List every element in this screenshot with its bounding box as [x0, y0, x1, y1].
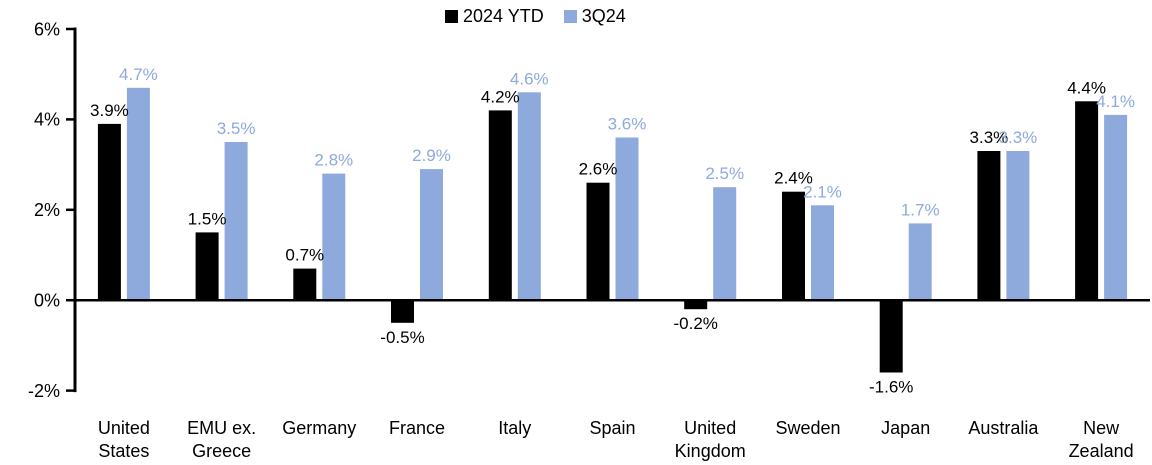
value-label-2024-ytd-germany: 0.7%: [285, 246, 324, 265]
bar-2024-ytd-emu-ex-greece: [195, 232, 219, 301]
bar-3q24-new-zealand: [1104, 114, 1128, 301]
value-label-3q24-emu-ex-greece: 3.5%: [217, 119, 256, 138]
value-label-2024-ytd-emu-ex-greece: 1.5%: [188, 209, 227, 228]
x-tick-label-emu-ex-greece-line1: EMU ex.: [187, 418, 256, 438]
bar-2024-ytd-japan: [879, 300, 903, 373]
bar-2024-ytd-france: [391, 300, 414, 323]
bar-2024-ytd-australia: [977, 151, 1001, 301]
value-label-3q24-france: 2.9%: [412, 146, 451, 165]
x-tick-label-spain: Spain: [589, 418, 635, 438]
bar-3q24-italy: [517, 92, 541, 301]
x-tick-label-italy: Italy: [498, 418, 531, 438]
value-label-3q24-united-states: 4.7%: [119, 65, 158, 84]
value-label-2024-ytd-united-states: 3.9%: [90, 101, 129, 120]
bar-2024-ytd-united-kingdom: [684, 300, 708, 310]
value-label-3q24-australia: 3.3%: [999, 128, 1038, 147]
y-tick-label-0: 0%: [34, 291, 60, 311]
x-tick-label-united-kingdom-line1: United: [684, 418, 736, 438]
bar-3q24-sweden: [811, 205, 834, 301]
bar-2024-ytd-new-zealand: [1075, 101, 1099, 301]
value-label-3q24-sweden: 2.1%: [803, 182, 842, 201]
value-label-3q24-spain: 3.6%: [608, 115, 647, 134]
bar-3q24-emu-ex-greece: [224, 142, 248, 301]
x-tick-label-united-kingdom-line2: Kingdom: [675, 441, 746, 461]
x-tick-label-australia: Australia: [968, 418, 1039, 438]
value-label-2024-ytd-spain: 2.6%: [579, 160, 618, 179]
legend-label-3q24: 3Q24: [581, 6, 626, 26]
value-label-3q24-united-kingdom: 2.5%: [705, 164, 744, 183]
bar-2024-ytd-sweden: [782, 191, 805, 301]
value-label-3q24-italy: 4.6%: [510, 69, 549, 88]
legend-swatch-2024-ytd-icon: [445, 10, 458, 23]
x-tick-label-new-zealand-line2: Zealand: [1069, 441, 1134, 461]
x-tick-label-emu-ex-greece-line2: Greece: [192, 441, 251, 461]
x-tick-label-germany: Germany: [282, 418, 356, 438]
value-label-2024-ytd-new-zealand: 4.4%: [1067, 78, 1106, 97]
y-tick-label-2: 2%: [34, 200, 60, 220]
bar-2024-ytd-italy: [488, 110, 512, 301]
bar-3q24-spain: [615, 137, 639, 301]
value-label-3q24-japan: 1.7%: [901, 200, 940, 219]
y-tick-label-4: 4%: [34, 110, 60, 130]
value-label-2024-ytd-france: -0.5%: [380, 328, 424, 347]
x-tick-label-japan: Japan: [881, 418, 930, 438]
legend-item-2024-ytd: 2024 YTD: [445, 6, 544, 27]
y-tick-label-6: 6%: [34, 19, 60, 39]
bar-3q24-australia: [1006, 151, 1030, 301]
y-tick-label-2: -2%: [28, 381, 60, 401]
value-label-2024-ytd-united-kingdom: -0.2%: [673, 314, 717, 333]
bar-3q24-united-states: [126, 87, 150, 301]
value-label-2024-ytd-sweden: 2.4%: [774, 169, 813, 188]
x-tick-label-united-states-line2: States: [98, 441, 149, 461]
legend-label-2024-ytd: 2024 YTD: [463, 6, 544, 26]
legend-swatch-3q24-icon: [563, 10, 577, 23]
x-tick-label-united-states-line1: United: [98, 418, 150, 438]
value-label-2024-ytd-australia: 3.3%: [970, 128, 1009, 147]
bar-2024-ytd-united-states: [97, 123, 121, 301]
bar-3q24-france: [420, 169, 443, 301]
value-label-2024-ytd-japan: -1.6%: [869, 378, 913, 397]
bar-3q24-germany: [322, 173, 346, 301]
bar-2024-ytd-germany: [293, 268, 317, 301]
x-tick-label-france: France: [389, 418, 445, 438]
value-label-3q24-new-zealand: 4.1%: [1096, 92, 1135, 111]
x-tick-label-sweden: Sweden: [775, 418, 840, 438]
value-label-3q24-germany: 2.8%: [314, 151, 353, 170]
bar-3q24-united-kingdom: [713, 187, 737, 301]
legend-item-3q24: 3Q24: [563, 6, 626, 27]
bar-2024-ytd-spain: [586, 182, 610, 301]
value-label-2024-ytd-italy: 4.2%: [481, 87, 520, 106]
bar-3q24-japan: [908, 223, 932, 301]
x-tick-label-new-zealand-line1: New: [1083, 418, 1120, 438]
chart-legend: 2024 YTD 3Q24: [445, 6, 626, 27]
